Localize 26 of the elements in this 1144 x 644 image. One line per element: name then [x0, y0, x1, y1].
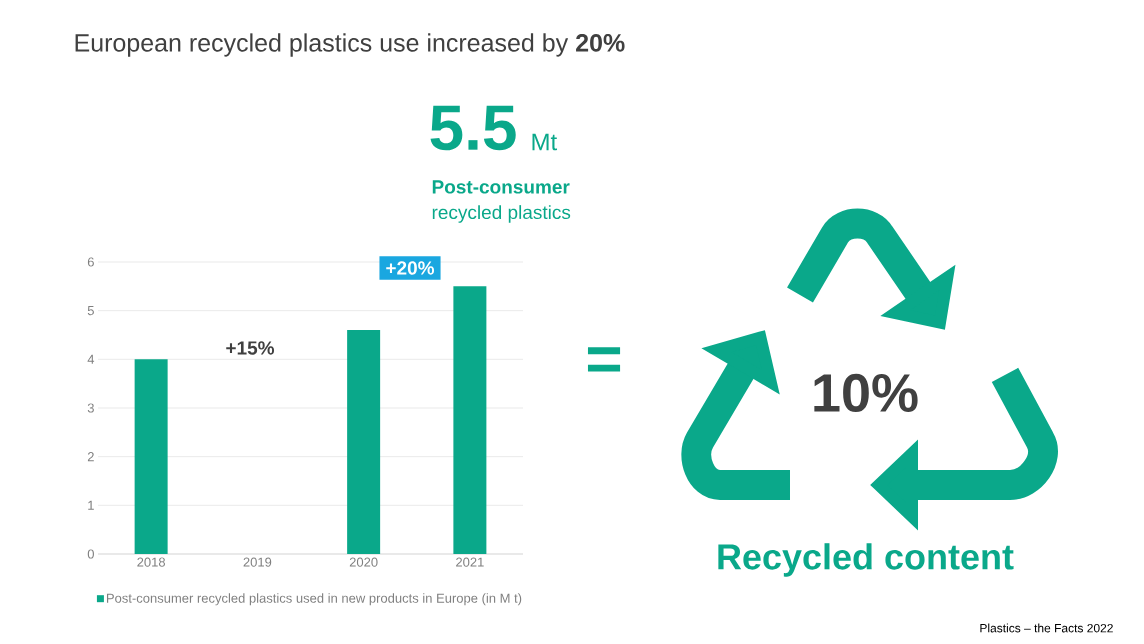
bar [347, 330, 381, 554]
y-tick-label: 2 [87, 452, 94, 462]
x-tick-label: 2020 [349, 557, 378, 567]
text: = [587, 347, 621, 372]
bar [134, 359, 168, 554]
text: Recycled content [718, 543, 1014, 577]
y-tick-label: 3 [87, 403, 94, 413]
x-tick-label: 2021 [456, 557, 484, 567]
y-tick-label: 0 [87, 549, 94, 559]
text: Plastics – the Facts 2022 [980, 623, 1113, 633]
legend-label: Post-consumer recycled plastics used in new products in Europe (in M t) [106, 593, 522, 606]
annotation: +15% [226, 341, 275, 355]
text: Mt [532, 133, 558, 151]
x-tick-label: 2019 [243, 557, 272, 567]
chart-title: European recycled plastics use increased by 20% [75, 33, 625, 57]
bar [453, 286, 487, 554]
text: 10% [814, 373, 918, 413]
text: 5.5 [430, 105, 516, 151]
text: recycled plastics [432, 205, 571, 223]
y-tick-label: 4 [87, 354, 95, 364]
text: Post-consumer [432, 180, 570, 194]
y-tick-label: 6 [87, 257, 94, 267]
x-tick-label: 2018 [137, 557, 166, 567]
y-tick-label: 1 [88, 500, 94, 510]
annotation: +20% [386, 261, 435, 275]
y-tick-label: 5 [87, 306, 94, 316]
